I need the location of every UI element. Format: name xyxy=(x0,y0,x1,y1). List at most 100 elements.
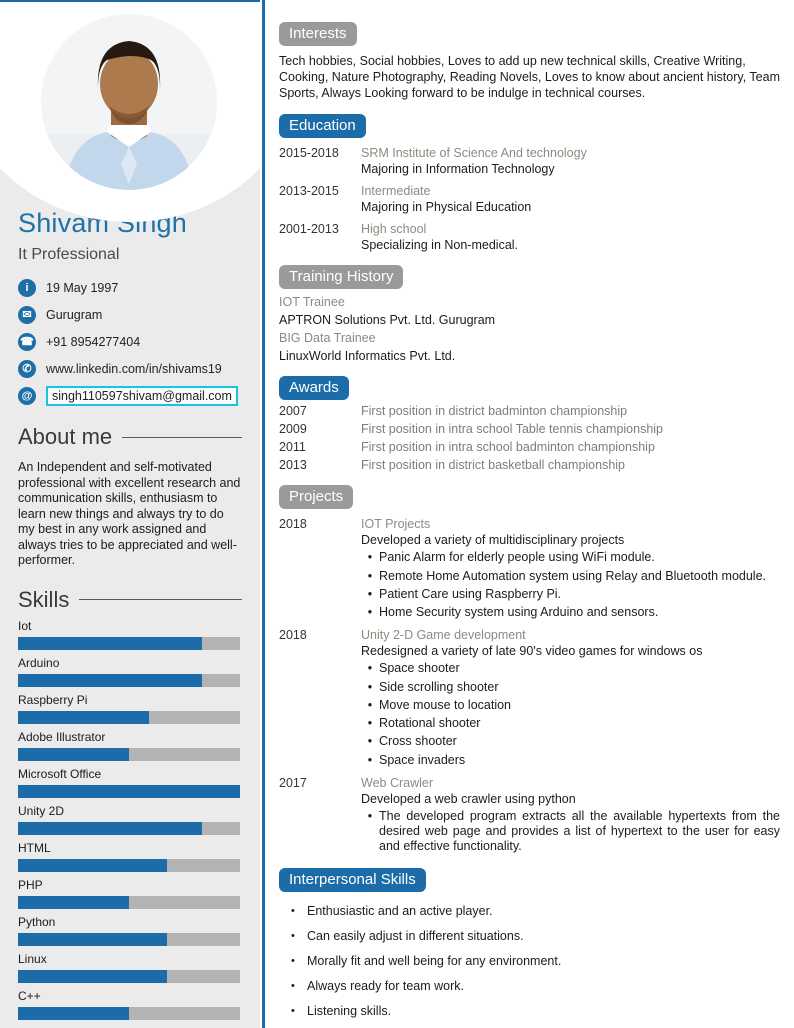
skill-row: Arduino xyxy=(18,656,242,687)
award-text: First position in intra school Table ten… xyxy=(361,422,664,437)
skill-label: Adobe Illustrator xyxy=(18,729,106,744)
project-detail-block: Web Crawler Developed a web crawler usin… xyxy=(361,776,780,855)
about-text: An Independent and self-motivated profes… xyxy=(18,460,241,567)
award-item: 2011 First position in intra school badm… xyxy=(279,440,780,454)
project-subtitle: Developed a web crawler using python xyxy=(361,791,576,806)
at-icon: @ xyxy=(18,387,36,405)
contact-linkedin[interactable]: ✆ www.linkedin.com/in/shivams19 xyxy=(18,359,242,379)
interpersonal-list: Enthusiastic and an active player. Can e… xyxy=(279,904,780,1028)
project-title: IOT Projects xyxy=(361,517,431,532)
project-bullet: Home Security system using Arduino and s… xyxy=(361,605,780,620)
education-major: Majoring in Physical Education xyxy=(361,200,532,215)
skill-label: Embedded C xyxy=(18,1026,242,1028)
skill-row: Adobe Illustrator xyxy=(18,730,242,761)
skill-bar-track xyxy=(18,1006,240,1020)
bullet-text: Patient Care using Raspberry Pi. xyxy=(379,586,562,601)
training-role: IOT Trainee xyxy=(279,295,345,310)
sidebar: Shivam Singh It Professional i 19 May 19… xyxy=(0,0,260,1028)
main-content: Interests Tech hobbies, Social hobbies, … xyxy=(265,0,794,1028)
skill-label: Arduino xyxy=(18,655,60,670)
interpersonal-text: Always ready for team work. xyxy=(307,978,464,993)
skill-row: Microsoft Office xyxy=(18,767,242,798)
skill-bar-track xyxy=(18,895,240,909)
education-heading: Education xyxy=(279,114,366,139)
skill-row: Linux xyxy=(18,952,242,983)
contact-email[interactable]: @ singh110597shivam@gmail.com xyxy=(18,386,242,406)
education-school: SRM Institute of Science And technology xyxy=(361,146,587,161)
training-company: LinuxWorld Informatics Pvt. Ltd. xyxy=(279,349,456,364)
education-item: 2001-2013 High school Specializing in No… xyxy=(279,222,780,252)
bullet-text: Space invaders xyxy=(379,752,466,767)
section-education: Education 2015-2018 SRM Institute of Sci… xyxy=(279,114,780,252)
skill-row: Raspberry Pi xyxy=(18,693,242,724)
skill-bar-track xyxy=(18,858,240,872)
phone-text: +91 8954277404 xyxy=(46,335,141,349)
location-text: Gurugram xyxy=(46,308,103,322)
award-text: First position in district badminton cha… xyxy=(361,404,628,419)
skill-bar-fill xyxy=(18,895,129,909)
contact-location: ✉ Gurugram xyxy=(18,305,242,325)
project-detail-block: Unity 2-D Game development Redesigned a … xyxy=(361,628,780,768)
award-year: 2013 xyxy=(279,458,307,473)
interests-heading: Interests xyxy=(279,22,357,46)
project-item: 2018 IOT Projects Developed a variety of… xyxy=(279,517,780,620)
section-interpersonal-skills: Interpersonal Skills Enthusiastic and an… xyxy=(279,867,780,1028)
project-bullet: Side scrolling shooter xyxy=(361,680,780,695)
skill-bar-fill xyxy=(18,747,129,761)
education-item: 2013-2015 Intermediate Majoring in Physi… xyxy=(279,184,780,214)
skill-bar-fill xyxy=(18,821,203,835)
skill-label: PHP xyxy=(18,877,43,892)
skill-bar-fill xyxy=(18,710,149,724)
skill-label: Microsoft Office xyxy=(18,766,102,781)
interpersonal-item: Always ready for team work. xyxy=(291,979,780,993)
info-icon: i xyxy=(18,279,36,297)
project-title: Web Crawler xyxy=(361,775,434,790)
linkedin-url[interactable]: www.linkedin.com/in/shivams19 xyxy=(46,362,222,376)
project-bullets: Panic Alarm for elderly people using WiF… xyxy=(361,550,780,620)
skill-bar-track xyxy=(18,969,240,983)
interpersonal-text: Morally fit and well being for any envir… xyxy=(307,953,562,968)
training-role: BIG Data Trainee xyxy=(279,331,376,346)
interests-text: Tech hobbies, Social hobbies, Loves to a… xyxy=(279,54,780,100)
skill-label: Python xyxy=(18,914,56,929)
skill-bar-track xyxy=(18,932,240,946)
projects-heading: Projects xyxy=(279,485,354,510)
project-bullet: Space invaders xyxy=(361,753,780,768)
project-subtitle: Redesigned a variety of late 90's video … xyxy=(361,644,703,659)
skill-row: Iot xyxy=(18,619,242,650)
award-year: 2007 xyxy=(279,404,307,419)
education-detail-block: High school Specializing in Non-medical. xyxy=(361,222,780,252)
education-school: High school xyxy=(361,222,427,237)
bullet-text: Home Security system using Arduino and s… xyxy=(379,605,659,619)
education-major: Specializing in Non-medical. xyxy=(361,238,519,253)
email-address[interactable]: singh110597shivam@gmail.com xyxy=(46,386,238,406)
bullet-text: Move mouse to location xyxy=(379,697,512,712)
education-years: 2013-2015 xyxy=(279,184,339,199)
section-training-history: Training History IOT Trainee APTRON Solu… xyxy=(279,265,780,363)
about-heading: About me xyxy=(18,424,242,450)
skill-bar-track xyxy=(18,673,240,687)
skill-bar-track xyxy=(18,636,240,650)
skill-bar-fill xyxy=(18,969,167,983)
training-heading: Training History xyxy=(279,265,404,290)
bullet-text: Cross shooter xyxy=(379,734,457,749)
call-icon: ✆ xyxy=(18,360,36,378)
skill-bar-track xyxy=(18,784,240,798)
interpersonal-item: Morally fit and well being for any envir… xyxy=(291,954,780,968)
interpersonal-item: Listening skills. xyxy=(291,1004,780,1018)
project-bullets: The developed program extracts all the a… xyxy=(361,809,780,855)
bullet-text: Rotational shooter xyxy=(379,716,481,730)
birthdate-text: 19 May 1997 xyxy=(46,281,119,295)
award-year: 2011 xyxy=(279,440,306,455)
skill-row: HTML xyxy=(18,841,242,872)
skill-label: HTML xyxy=(18,840,51,855)
project-detail-block: IOT Projects Developed a variety of mult… xyxy=(361,517,780,620)
project-bullet: Space shooter xyxy=(361,661,780,676)
bullet-text: Panic Alarm for elderly people using WiF… xyxy=(379,550,655,565)
skills-heading: Skills xyxy=(18,587,242,613)
project-bullet: Panic Alarm for elderly people using WiF… xyxy=(361,550,780,565)
award-text: First position in district basketball ch… xyxy=(361,458,626,473)
project-bullet: The developed program extracts all the a… xyxy=(361,809,780,855)
education-school: Intermediate xyxy=(361,184,431,199)
project-year: 2018 xyxy=(279,628,307,643)
